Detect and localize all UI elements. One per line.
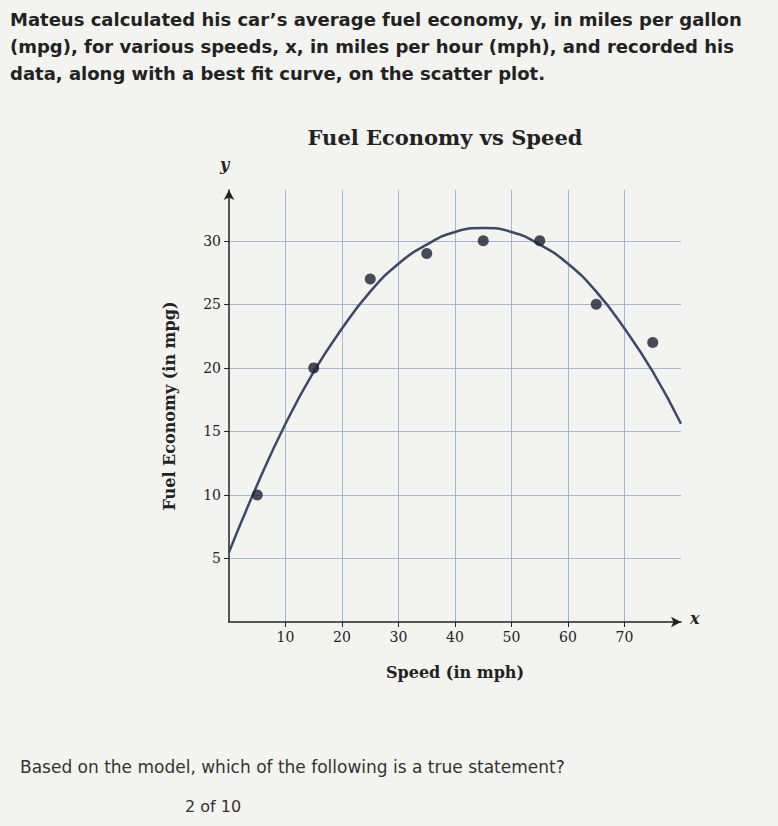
svg-text:70: 70 <box>616 629 634 645</box>
svg-text:Fuel Economy (in mpg): Fuel Economy (in mpg) <box>160 302 179 511</box>
svg-text:x: x <box>689 609 700 628</box>
svg-text:Speed (in mph): Speed (in mph) <box>386 663 524 682</box>
html-text:Based on the model, which of t: Based on the model, which of the followi… <box>20 757 565 777</box>
html-text:2 of 10: 2 of 10 <box>185 797 242 816</box>
html-text:Mateus calculated his car’s av: Mateus calculated his car’s average fuel… <box>10 9 742 84</box>
svg-text:Fuel Economy vs Speed: Fuel Economy vs Speed <box>308 125 583 150</box>
svg-text:20: 20 <box>203 360 221 376</box>
svg-text:30: 30 <box>390 629 408 645</box>
svg-text:15: 15 <box>203 423 221 439</box>
svg-text:10: 10 <box>277 629 295 645</box>
svg-text:y: y <box>219 155 231 174</box>
svg-text:40: 40 <box>446 629 464 645</box>
svg-text:60: 60 <box>559 629 577 645</box>
svg-text:30: 30 <box>203 233 221 249</box>
svg-text:20: 20 <box>333 629 351 645</box>
svg-text:25: 25 <box>203 296 221 312</box>
svg-text:5: 5 <box>212 550 221 566</box>
svg-text:50: 50 <box>503 629 521 645</box>
svg-text:10: 10 <box>203 487 221 503</box>
